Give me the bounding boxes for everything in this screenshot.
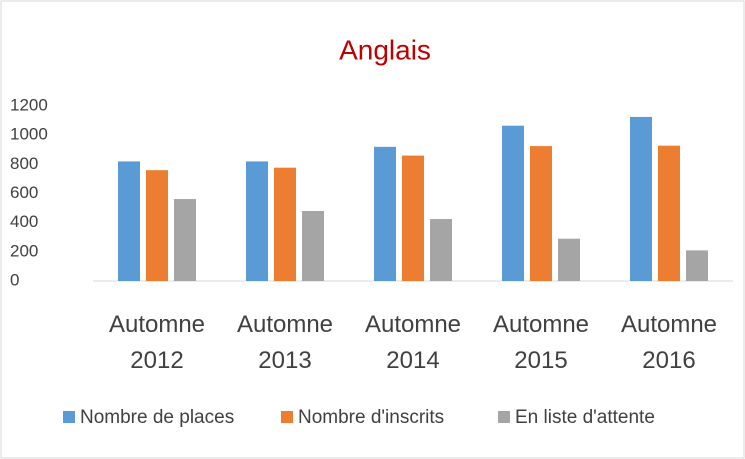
y-tick-label: 400 [10, 212, 38, 231]
bar [502, 125, 524, 281]
bar [558, 238, 580, 281]
legend-label: Nombre d'inscrits [298, 407, 444, 428]
y-tick-label: 1200 [10, 95, 48, 114]
x-tick-label: Automne 2014 [365, 311, 461, 374]
bar [686, 250, 708, 281]
bar [630, 116, 652, 281]
bar [274, 167, 296, 281]
bar [374, 146, 396, 281]
bar [402, 155, 424, 281]
chart-title: Anglais [339, 34, 431, 65]
bar [430, 219, 452, 281]
y-tick-label: 0 [10, 270, 19, 289]
bar [174, 199, 196, 281]
legend-swatch [498, 411, 510, 423]
legend-swatch [63, 411, 75, 423]
legend-label: Nombre de places [80, 407, 234, 428]
legend-swatch [281, 411, 293, 423]
bar [146, 170, 168, 281]
x-tick-label: Automne 2012 [109, 311, 205, 374]
bar [118, 161, 140, 281]
bar [658, 145, 680, 281]
x-tick-label: Automne 2013 [237, 311, 333, 374]
bar [530, 146, 552, 281]
x-tick-label: Automne 2016 [621, 311, 717, 374]
y-tick-label: 1000 [10, 125, 48, 144]
x-tick-label: Automne 2015 [493, 311, 589, 374]
y-tick-label: 600 [10, 183, 38, 202]
bar [246, 161, 268, 281]
y-tick-label: 800 [10, 154, 38, 173]
bar [302, 211, 324, 281]
legend-label: En liste d'attente [515, 407, 655, 428]
y-tick-label: 200 [10, 241, 38, 260]
